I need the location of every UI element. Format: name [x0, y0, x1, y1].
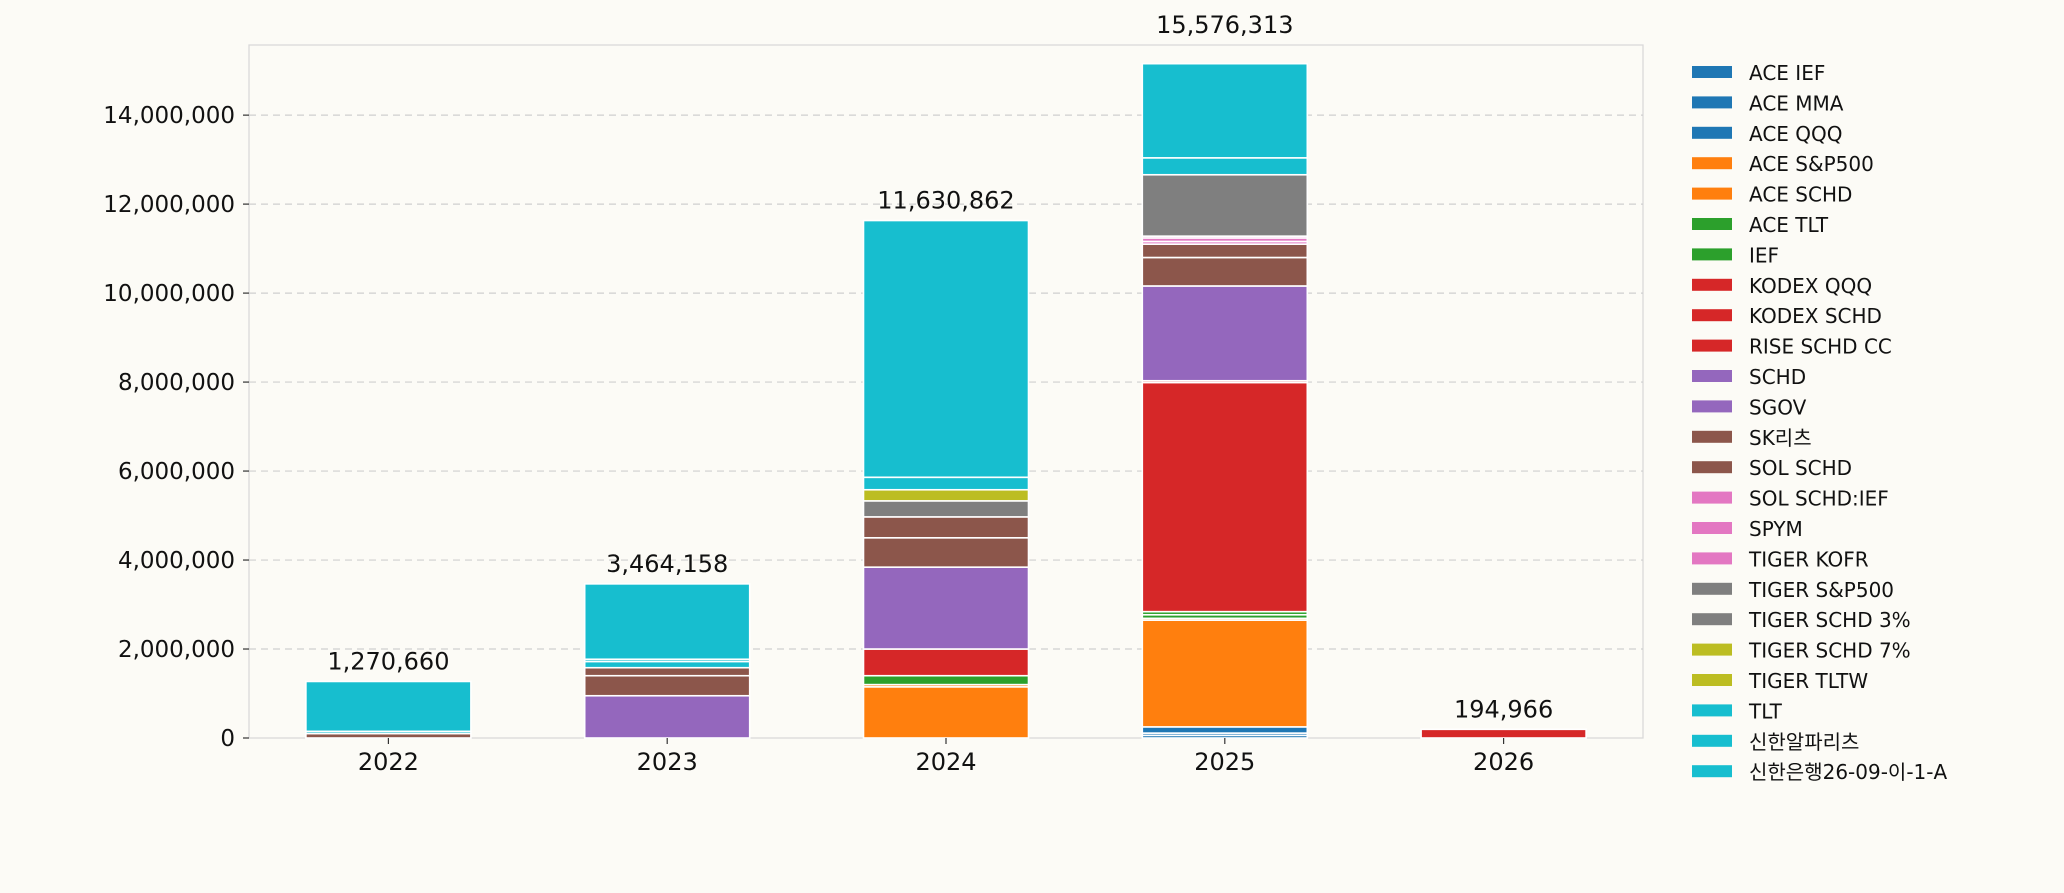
legend-entry: ACE QQQ	[1749, 122, 1843, 146]
bar-segment-sol-schd-2023	[583, 666, 751, 677]
legend-swatch	[1692, 248, 1732, 261]
legend-swatch	[1692, 491, 1732, 504]
legend-swatch	[1692, 643, 1732, 656]
bar-segment-schd-2024	[862, 566, 1030, 650]
legend-swatch	[1692, 674, 1732, 686]
bar-segment-신한은행26-09-이-1-a-2023	[583, 583, 751, 661]
legend-entry: KODEX SCHD	[1749, 304, 1882, 328]
bar-segment-ace-s-p500-2024	[862, 686, 1030, 739]
bar-segment-ace-qqq-2025	[1141, 726, 1309, 734]
bar-segment-tlt-2025	[1141, 157, 1309, 176]
legend-entry: SOL SCHD	[1749, 456, 1852, 480]
legend-swatch	[1692, 522, 1732, 534]
legend-entry: TIGER S&P500	[1748, 578, 1894, 602]
x-tick-label: 2025	[1194, 748, 1255, 776]
legend-swatch	[1692, 400, 1732, 413]
legend-swatch	[1692, 309, 1732, 322]
bar-segment-sol-schd-2025	[1141, 243, 1309, 259]
legend-swatch	[1692, 613, 1732, 626]
bar-segment-kodex-qqq-2026	[1420, 728, 1587, 739]
legend-entry: 신한은행26-09-이-1-A	[1749, 760, 1947, 784]
bar-total-label: 194,966	[1454, 695, 1553, 723]
bar-total-label: 3,464,158	[606, 550, 728, 578]
legend-swatch	[1692, 552, 1732, 565]
bar-segment-ace-s-p500-2025	[1141, 619, 1309, 728]
y-tick-label: 6,000,000	[118, 459, 235, 485]
bar-segment-신한은행26-09-이-1-a-2022	[305, 680, 472, 733]
legend-entry: ACE S&P500	[1749, 152, 1874, 176]
bar-segment-sk리츠-2025	[1141, 256, 1309, 287]
legend-swatch	[1692, 218, 1732, 230]
bar-segment-schd-2023	[583, 694, 751, 739]
legend-entry: SGOV	[1749, 395, 1807, 419]
legend-swatch	[1692, 339, 1732, 352]
bar-segment-kodex-schd-2024	[862, 648, 1030, 677]
bar-segment-신한은행26-09-이-1-a-2024	[862, 219, 1030, 479]
legend-swatch	[1692, 734, 1732, 747]
bar-total-label: 15,576,313	[1156, 11, 1293, 39]
y-tick-label: 12,000,000	[103, 192, 235, 218]
bar-total-label: 11,630,862	[877, 187, 1014, 215]
legend-entry: 신한알파리츠	[1749, 730, 1859, 754]
legend-swatch	[1692, 126, 1732, 139]
legend-entry: TIGER SCHD 3%	[1748, 608, 1911, 632]
legend-swatch	[1692, 704, 1732, 717]
x-tick-label: 2024	[915, 748, 976, 776]
legend-swatch	[1692, 582, 1732, 595]
legend-swatch	[1692, 430, 1732, 443]
legend-entry: TIGER TLTW	[1748, 669, 1868, 693]
y-tick-label: 14,000,000	[103, 103, 235, 129]
legend-entry: TLT	[1748, 699, 1783, 723]
legend-entry: ACE SCHD	[1749, 183, 1852, 207]
legend-entry: TIGER SCHD 7%	[1748, 639, 1911, 663]
legend-entry: IEF	[1749, 243, 1779, 267]
bar-segment-sol-schd-2024	[862, 516, 1030, 539]
bar-segment-tiger-s-p500-2024	[862, 500, 1030, 518]
legend-entry: SPYM	[1749, 517, 1803, 541]
legend-entry: SOL SCHD:IEF	[1749, 487, 1889, 511]
y-tick-label: 4,000,000	[118, 548, 235, 574]
bar-segment-sk리츠-2024	[862, 536, 1030, 568]
legend-swatch	[1692, 370, 1732, 382]
legend-entry: ACE TLT	[1749, 213, 1829, 237]
y-tick-label: 8,000,000	[118, 370, 235, 396]
bar-segment-ace-tlt-2024	[862, 674, 1030, 686]
legend-entry: TIGER KOFR	[1748, 547, 1869, 571]
bar-segment-sk리츠-2023	[583, 674, 751, 697]
legend-swatch	[1692, 66, 1732, 78]
y-tick-label: 10,000,000	[103, 281, 235, 307]
bar-segment-신한은행26-09-이-1-a-2025	[1141, 62, 1309, 159]
bar-segment-tiger-schd-7-2024	[862, 488, 1030, 502]
legend-swatch	[1692, 157, 1732, 170]
bar-segment-schd-2025	[1141, 285, 1309, 382]
legend-entry: SK리츠	[1749, 426, 1812, 450]
legend-swatch	[1692, 278, 1732, 291]
bar-segment-tlt-2024	[862, 476, 1030, 491]
x-tick-label: 2022	[358, 748, 419, 776]
bar-total-label: 1,270,660	[327, 647, 449, 675]
y-tick-label: 0	[220, 726, 235, 752]
x-tick-label: 2026	[1473, 748, 1534, 776]
legend-swatch	[1692, 187, 1732, 200]
legend-entry: SCHD	[1749, 365, 1806, 389]
legend-swatch	[1692, 765, 1732, 778]
legend-entry: ACE IEF	[1749, 61, 1825, 85]
bar-segment-kodex-qqq-2025	[1141, 381, 1309, 613]
legend-entry: RISE SCHD CC	[1749, 335, 1892, 359]
legend-swatch	[1692, 96, 1732, 109]
bar-segment-tiger-s-p500-2025	[1141, 173, 1309, 237]
legend-entry: KODEX QQQ	[1749, 274, 1872, 298]
legend-swatch	[1692, 461, 1732, 474]
x-tick-label: 2023	[637, 748, 698, 776]
y-tick-label: 2,000,000	[118, 637, 235, 663]
bar-segment-tlt-2023	[583, 660, 751, 669]
legend-entry: ACE MMA	[1749, 91, 1844, 115]
